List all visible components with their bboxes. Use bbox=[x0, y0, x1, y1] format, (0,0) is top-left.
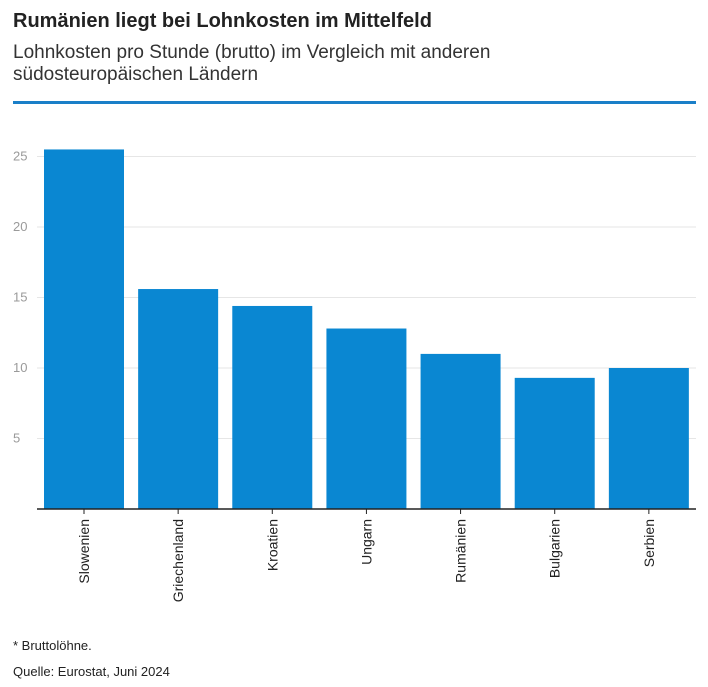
bar-kroatien bbox=[232, 305, 313, 509]
bar-ungarn bbox=[326, 328, 407, 509]
bar-rumänien bbox=[420, 353, 501, 509]
bar-slowenien bbox=[44, 149, 124, 509]
bar-serbien bbox=[608, 368, 689, 509]
x-tick-label-serbien: Serbien bbox=[641, 519, 657, 567]
category-labels: Slowenien Griechenland Kroatien Ungarn Rumän… bbox=[76, 519, 657, 602]
chart-subtitle: Lohnkosten pro Stunde (brutto) im Vergle… bbox=[13, 42, 491, 85]
axes bbox=[37, 508, 696, 514]
source-note: Quelle: Eurostat, Juni 2024 bbox=[13, 664, 170, 679]
y-tick-label: 10 bbox=[13, 360, 27, 375]
bar-chart: 5 10 15 20 25 Slowenien Griechenland Kroatien U… bbox=[13, 149, 696, 602]
y-tick-label: 5 bbox=[13, 431, 20, 446]
x-tick-label-griechenland: Griechenland bbox=[170, 519, 186, 602]
chart-title: Rumänien liegt bei Lohnkosten im Mittelf… bbox=[13, 10, 432, 32]
bar-bulgarien bbox=[514, 377, 595, 509]
footnote: * Bruttolöhne. bbox=[13, 638, 92, 653]
x-tick-label-kroatien: Kroatien bbox=[264, 519, 280, 571]
x-tick-label-rumänien: Rumänien bbox=[453, 519, 469, 583]
bar-griechenland bbox=[138, 289, 219, 509]
y-tick-label: 20 bbox=[13, 219, 27, 234]
title-divider bbox=[13, 101, 696, 104]
x-tick-label-bulgarien: Bulgarien bbox=[547, 519, 563, 578]
bars bbox=[44, 149, 689, 509]
x-tick-label-slowenien: Slowenien bbox=[76, 519, 92, 584]
x-tick-label-ungarn: Ungarn bbox=[358, 519, 374, 565]
y-tick-label: 15 bbox=[13, 290, 27, 305]
y-tick-label: 25 bbox=[13, 149, 27, 164]
